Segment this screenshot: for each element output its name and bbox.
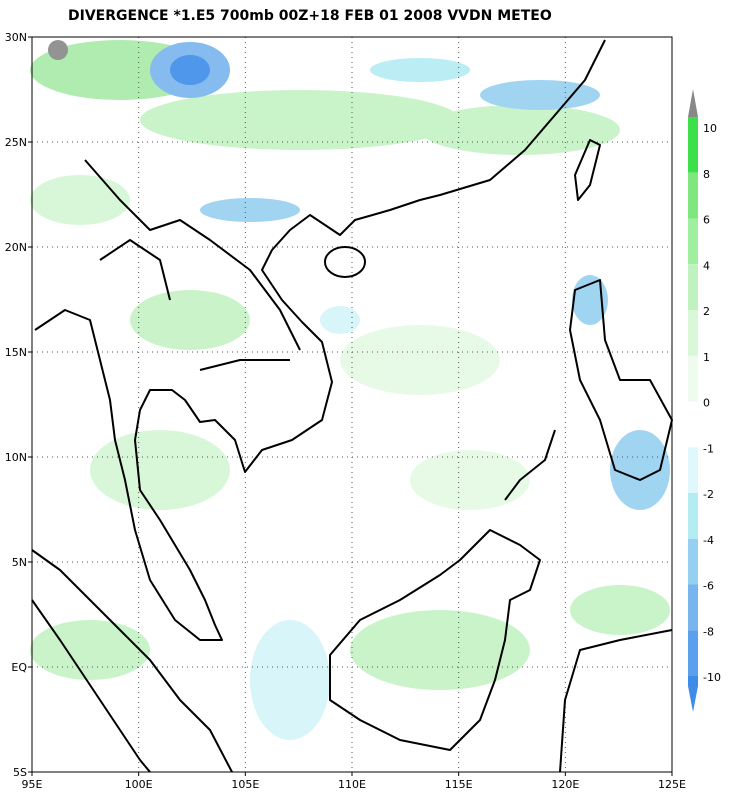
positive-area bbox=[130, 290, 250, 350]
colorbar-segment bbox=[688, 493, 698, 539]
negative-area bbox=[170, 55, 210, 85]
colorbar-segment bbox=[688, 401, 698, 448]
lat-label: 20N bbox=[5, 241, 27, 254]
negative-area bbox=[200, 198, 300, 222]
lon-label: 100E bbox=[125, 778, 153, 791]
lon-label: 95E bbox=[22, 778, 43, 791]
coastline bbox=[559, 629, 673, 773]
colorbar-label: -6 bbox=[703, 580, 714, 593]
negative-area bbox=[610, 430, 670, 510]
lon-label: 125E bbox=[658, 778, 686, 791]
colorbar-label: 2 bbox=[703, 305, 710, 318]
colorbar-label: -8 bbox=[703, 625, 714, 638]
positive-area bbox=[90, 430, 230, 510]
lat-label: 5S bbox=[13, 766, 27, 779]
colorbar-label: -10 bbox=[703, 671, 721, 684]
colorbar-segment bbox=[688, 447, 698, 493]
colorbar-segment bbox=[688, 630, 698, 676]
colorbar-label: -4 bbox=[703, 534, 714, 547]
positive-area bbox=[140, 90, 460, 150]
coastline bbox=[31, 599, 151, 773]
colorbar-label: -1 bbox=[703, 442, 714, 455]
coastline bbox=[324, 246, 366, 278]
lat-label: 5N bbox=[12, 556, 27, 569]
coastlines bbox=[31, 39, 673, 773]
colorbar-segment bbox=[688, 117, 698, 127]
positive-area bbox=[30, 620, 150, 680]
colorbar-segment bbox=[688, 538, 698, 585]
coastline bbox=[569, 279, 673, 481]
lon-label: 120E bbox=[551, 778, 579, 791]
colorbar-segment bbox=[688, 127, 698, 173]
coastline bbox=[329, 529, 541, 751]
coastline bbox=[34, 39, 606, 641]
coastline bbox=[574, 139, 601, 201]
negative-area bbox=[370, 58, 470, 82]
lon-label: 110E bbox=[338, 778, 366, 791]
colorbar-segment bbox=[688, 355, 698, 402]
positive-area bbox=[420, 105, 620, 155]
lat-label: EQ bbox=[11, 661, 27, 674]
colorbar-segment bbox=[688, 172, 698, 219]
positive-area bbox=[340, 325, 500, 395]
lat-label: 10N bbox=[5, 451, 27, 464]
divergence-shading bbox=[30, 40, 670, 740]
colorbar-label: -2 bbox=[703, 488, 714, 501]
positive-area bbox=[410, 450, 530, 510]
colorbar-arrow bbox=[688, 686, 698, 712]
colorbar-segment bbox=[688, 310, 698, 356]
positive-area bbox=[570, 585, 670, 635]
colorbar-segment bbox=[688, 584, 698, 631]
negative-area bbox=[320, 306, 360, 334]
colorbar-segment bbox=[688, 218, 698, 265]
colorbar-label: 1 bbox=[703, 351, 710, 364]
colorbar-label: 10 bbox=[703, 122, 717, 135]
border bbox=[84, 159, 301, 371]
lat-label: 15N bbox=[5, 346, 27, 359]
lon-label: 105E bbox=[231, 778, 259, 791]
colorbar-label: 0 bbox=[703, 397, 710, 410]
negative-area bbox=[480, 80, 600, 110]
colorbar-arrow bbox=[688, 89, 698, 117]
map-title: DIVERGENCE *1.E5 700mb 00Z+18 FEB 01 200… bbox=[68, 8, 552, 24]
lat-label: 25N bbox=[5, 136, 27, 149]
overflow-area bbox=[48, 40, 68, 60]
positive-area bbox=[350, 610, 530, 690]
colorbar-segment bbox=[688, 264, 698, 310]
coastline bbox=[31, 549, 233, 773]
positive-area bbox=[30, 175, 130, 225]
colorbar-segment bbox=[688, 676, 698, 686]
coastline bbox=[504, 429, 556, 501]
negative-area bbox=[250, 620, 330, 740]
lon-label: 115E bbox=[445, 778, 473, 791]
lat-label: 30N bbox=[5, 31, 27, 44]
colorbar-label: 8 bbox=[703, 168, 710, 181]
colorbar-label: 4 bbox=[703, 259, 710, 272]
colorbar-label: 6 bbox=[703, 214, 710, 227]
